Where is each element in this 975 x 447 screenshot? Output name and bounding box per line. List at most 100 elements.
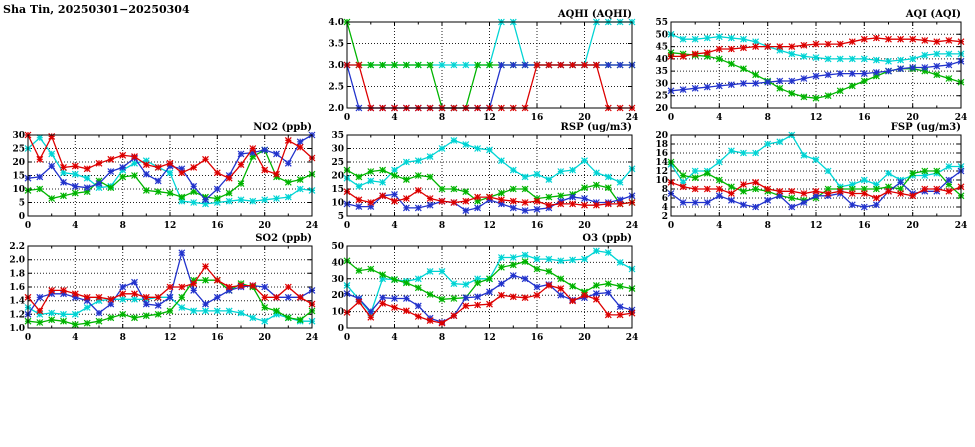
x-tick-label: 16	[858, 113, 871, 123]
x-tick-label: 20	[906, 113, 919, 123]
y-tick-label: 30	[655, 79, 668, 89]
x-tick-label: 24	[626, 333, 639, 343]
x-tick-label: 0	[344, 221, 350, 231]
chart-o3-ppb-svg: 0 10 20 30 40 50 0 4 8 12 16 20 24 O3 (ppb)	[331, 233, 639, 343]
chart-so2-ppb: 1.0 1.2 1.4 1.6 1.8 2.0 2.2 0 4 8 12 16 20 24 SO2 (ppb…	[0, 230, 321, 351]
x-tick-label: 20	[578, 333, 591, 343]
y-tick-label: 8	[662, 185, 668, 195]
y-tick-label: 30	[331, 145, 344, 155]
chart-title: AQHI (AQHI)	[557, 9, 632, 20]
x-tick-label: 12	[483, 113, 496, 123]
plot-border	[346, 134, 633, 217]
page-title: Sha Tin, 20250301−20250304	[3, 3, 190, 16]
y-tick-label: 50	[655, 30, 668, 40]
chart-o3-ppb: 0 10 20 30 40 50 0 4 8 12 16 20 24 O3 (ppb)	[319, 230, 641, 351]
plot-border	[27, 134, 313, 217]
x-tick-label: 8	[439, 113, 445, 123]
y-tick-label: 1.0	[9, 324, 25, 334]
y-tick-label: 55	[655, 18, 668, 28]
x-tick-label: 0	[25, 333, 31, 343]
y-tick-label: 5	[19, 199, 25, 209]
x-tick-label: 24	[955, 113, 968, 123]
series-day1-blue	[24, 249, 316, 318]
y-tick-label: 20	[331, 172, 344, 182]
y-tick-label: 10	[655, 176, 668, 186]
chart-aqhi-aqhi: 2.0 2.5 3.0 3.5 4.0 0 4 8 12 16 20 24 AQHI (AQHI)	[319, 6, 641, 131]
y-tick-label: 35	[331, 131, 344, 141]
chart-no2-ppb: 0 5 10 15 20 25 30 0 4 8 12 16 20 24 NO2 (ppb)	[0, 119, 321, 239]
y-tick-label: 40	[655, 55, 668, 65]
y-tick-label: 20	[12, 158, 25, 168]
chart-title: RSP (ug/m3)	[561, 122, 632, 133]
y-tick-label: 25	[655, 92, 668, 102]
y-tick-label: 1.2	[9, 310, 25, 320]
x-tick-label: 16	[858, 221, 871, 231]
y-tick-label: 0	[338, 324, 344, 334]
y-tick-label: 30	[331, 275, 344, 285]
y-tick-label: 1.4	[9, 297, 25, 307]
x-tick-label: 12	[483, 333, 496, 343]
chart-aqi-aqi: 20 25 30 35 40 45 50 55 0 4 8 12 16 20 24 AQI (AQI)	[643, 6, 970, 131]
y-tick-label: 30	[12, 131, 25, 141]
y-tick-label: 6	[662, 194, 668, 204]
x-tick-label: 12	[164, 221, 177, 231]
x-tick-label: 12	[810, 221, 823, 231]
x-tick-label: 8	[439, 333, 445, 343]
x-tick-label: 16	[531, 221, 544, 231]
y-tick-label: 5	[338, 212, 344, 222]
x-tick-label: 8	[439, 221, 445, 231]
y-tick-label: 1.6	[9, 283, 25, 293]
y-tick-label: 2.2	[9, 242, 25, 252]
y-tick-label: 4.0	[328, 18, 344, 28]
x-tick-label: 16	[531, 113, 544, 123]
y-tick-label: 2.5	[328, 83, 344, 93]
x-tick-label: 0	[25, 221, 31, 231]
y-tick-label: 10	[331, 308, 344, 318]
x-tick-label: 12	[810, 113, 823, 123]
plot-border	[27, 245, 313, 329]
chart-title: FSP (ug/m3)	[891, 122, 961, 133]
series-day4-cyan	[667, 30, 965, 65]
x-tick-label: 24	[626, 113, 639, 123]
y-tick-label: 2	[662, 212, 668, 222]
y-tick-label: 14	[655, 158, 668, 168]
x-tick-label: 16	[211, 221, 224, 231]
y-tick-label: 40	[331, 258, 344, 268]
x-tick-label: 8	[765, 113, 771, 123]
y-tick-label: 0	[19, 212, 25, 222]
x-tick-label: 4	[72, 333, 78, 343]
chart-aqhi-aqhi-svg: 2.0 2.5 3.0 3.5 4.0 0 4 8 12 16 20 24 AQHI (AQHI)	[328, 9, 639, 123]
series-day2-red	[667, 34, 965, 60]
x-tick-label: 20	[906, 221, 919, 231]
series-day1-blue	[24, 131, 316, 204]
y-tick-label: 2.0	[9, 256, 25, 266]
x-tick-label: 16	[531, 333, 544, 343]
x-tick-label: 4	[72, 221, 78, 231]
x-tick-label: 20	[578, 113, 591, 123]
chart-title: NO2 (ppb)	[253, 122, 312, 133]
y-tick-label: 18	[655, 140, 668, 150]
plot-border	[346, 245, 633, 329]
chart-title: O3 (ppb)	[582, 233, 632, 244]
x-tick-label: 0	[668, 221, 674, 231]
grid	[347, 246, 632, 328]
x-tick-label: 4	[391, 221, 397, 231]
x-tick-label: 0	[344, 113, 350, 123]
x-tick-label: 24	[306, 333, 319, 343]
plot-border	[346, 21, 633, 109]
y-tick-label: 35	[655, 67, 668, 77]
x-tick-label: 16	[211, 333, 224, 343]
y-tick-label: 15	[331, 185, 344, 195]
y-tick-label: 16	[655, 149, 668, 159]
series-day4-cyan	[667, 131, 965, 191]
y-tick-label: 3.0	[328, 61, 344, 71]
chart-so2-ppb-svg: 1.0 1.2 1.4 1.6 1.8 2.0 2.2 0 4 8 12 16 20 24 SO2 (ppb…	[9, 233, 319, 343]
chart-rsp-ug-m3: 5 10 15 20 25 30 35 0 4 8 12 16 20 24 RSP (ug/m3)	[319, 119, 641, 239]
y-tick-label: 4	[662, 203, 668, 213]
y-tick-label: 20	[331, 291, 344, 301]
x-tick-label: 4	[716, 221, 722, 231]
y-tick-label: 1.8	[9, 269, 25, 279]
series-day2-red	[343, 186, 636, 209]
